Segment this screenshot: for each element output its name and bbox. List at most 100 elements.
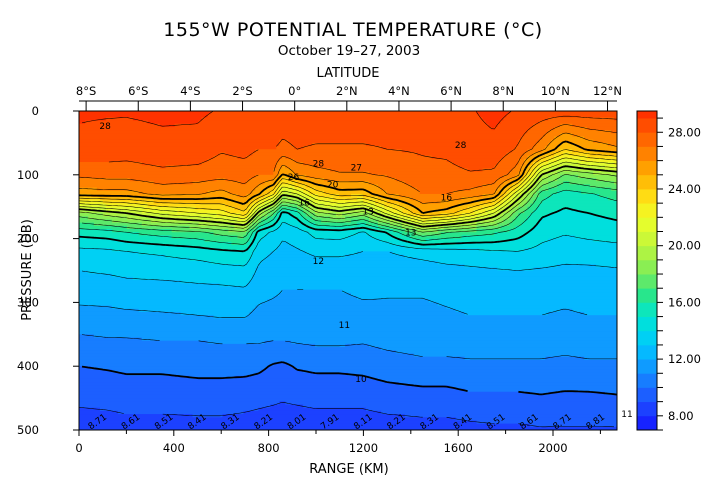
temperature-cell	[515, 190, 522, 195]
temperature-cell	[79, 142, 280, 147]
temperature-cell	[497, 177, 510, 182]
temperature-cell	[539, 219, 617, 224]
colorbar-swatch	[637, 245, 657, 261]
temperature-cell	[524, 177, 531, 182]
temperature-cell	[476, 225, 502, 230]
temperature-cell	[458, 209, 475, 214]
temperature-cell	[374, 229, 394, 233]
temperature-cell	[539, 190, 558, 195]
temperature-cell	[425, 238, 510, 243]
temperature-cell	[270, 219, 277, 224]
isotherm-line	[79, 149, 617, 217]
temperature-cell	[279, 181, 298, 185]
temperature-cell	[584, 136, 617, 141]
temperature-cell	[279, 244, 295, 249]
temperature-cell	[276, 184, 280, 189]
temperature-cell	[503, 197, 510, 201]
temperature-cell	[276, 200, 280, 205]
temperature-cell	[79, 369, 113, 374]
temperature-cell	[380, 410, 617, 415]
temperature-cell	[204, 219, 239, 224]
temperature-cell	[500, 225, 516, 230]
temperature-cell	[255, 232, 268, 237]
temperature-cell	[315, 213, 337, 217]
temperature-cell	[249, 209, 253, 214]
temperature-cell	[126, 372, 256, 377]
colorbar-label: 24.00	[668, 182, 701, 196]
temperature-cell	[410, 235, 463, 240]
temperature-cell	[380, 187, 418, 192]
temperature-cell	[312, 142, 367, 147]
temperature-cell	[350, 292, 617, 297]
temperature-cell	[210, 260, 247, 265]
temperature-cell	[458, 203, 481, 208]
temperature-cell	[312, 203, 325, 208]
temperature-cell	[79, 190, 140, 195]
temperature-cell	[413, 222, 451, 227]
isotherm-line	[79, 189, 617, 245]
temperature-cell	[79, 152, 221, 157]
temperature-cell	[386, 190, 421, 195]
temperature-cell	[237, 193, 247, 198]
temperature-cell	[518, 197, 525, 201]
temperature-cell	[395, 350, 617, 355]
temperature-cell	[79, 133, 525, 138]
temperature-cell	[252, 213, 256, 217]
temperature-cell	[79, 394, 617, 399]
latitude-tick-label: 2°S	[232, 84, 252, 98]
temperature-cell	[306, 197, 316, 201]
temperature-cell	[279, 187, 295, 192]
temperature-cell	[545, 197, 609, 201]
temperature-cell	[482, 206, 496, 211]
temperature-cell	[413, 225, 445, 230]
temperature-cell	[509, 229, 531, 233]
temperature-cell	[521, 168, 525, 173]
temperature-cell	[258, 241, 283, 246]
temperature-cell	[231, 241, 247, 246]
latitude-tick-label: 12°N	[593, 84, 622, 98]
temperature-cell	[548, 117, 615, 122]
colorbar-swatch	[637, 231, 657, 247]
latitude-tick-label: 8°N	[492, 84, 514, 98]
isotherm-line	[79, 132, 617, 204]
temperature-cell	[560, 149, 573, 154]
temperature-cell	[572, 133, 617, 138]
temperature-cell	[141, 209, 179, 214]
temperature-cell	[545, 155, 555, 160]
temperature-cell	[356, 232, 367, 237]
temperature-cell	[530, 165, 537, 170]
temperature-cell	[258, 407, 367, 412]
temperature-cell	[386, 174, 505, 179]
temperature-cell	[524, 248, 617, 252]
temperature-cell	[102, 200, 155, 205]
temperature-cell	[279, 209, 298, 214]
temperature-cell	[79, 363, 274, 367]
temperature-cell	[563, 152, 570, 157]
temperature-cell	[96, 187, 256, 192]
temperature-cell	[279, 213, 292, 217]
temperature-cell	[509, 238, 549, 243]
temperature-cell	[255, 270, 617, 275]
temperature-cell	[297, 203, 307, 208]
colorbar-swatch	[637, 118, 657, 133]
y-tick-label: 400	[17, 359, 39, 373]
temperature-cell	[404, 414, 617, 418]
temperature-cell	[536, 155, 546, 160]
temperature-cell	[533, 200, 543, 205]
temperature-cell	[264, 181, 277, 185]
temperature-cell	[249, 280, 617, 284]
temperature-cell	[294, 187, 304, 192]
temperature-cell	[380, 209, 391, 214]
temperature-cell	[279, 197, 283, 201]
temperature-cell	[533, 123, 561, 128]
temperature-cell	[557, 158, 582, 163]
temperature-cell	[213, 155, 239, 160]
temperature-cell	[79, 174, 256, 179]
temperature-cell	[291, 213, 301, 217]
temperature-cell	[548, 174, 561, 179]
plot-frame	[78, 110, 618, 431]
colorbar-swatch	[637, 111, 657, 119]
temperature-cell	[542, 200, 617, 205]
temperature-cell	[270, 404, 304, 409]
temperature-cell	[258, 206, 265, 211]
